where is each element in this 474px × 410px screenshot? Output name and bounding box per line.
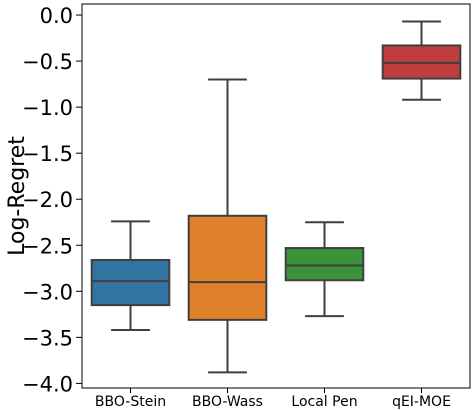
- y-tick-label: −3.0: [22, 280, 73, 304]
- boxes: [90, 20, 462, 374]
- y-tick-label: −4.0: [22, 372, 73, 396]
- iqr-box: [284, 247, 365, 282]
- box-local-pen: [284, 221, 365, 318]
- x-tick-label: Local Pen: [291, 394, 357, 410]
- y-tick-label: −1.5: [22, 142, 73, 166]
- iqr-box: [90, 259, 171, 307]
- x-tick-label: qEI-MOE: [392, 394, 451, 410]
- x-tick-label: BBO-Wass: [192, 394, 263, 410]
- plot-area: [81, 3, 471, 389]
- y-axis-label: Log-Regret: [5, 136, 30, 256]
- y-tick-label: −2.0: [22, 188, 73, 212]
- y-tick-label: 0.0: [40, 4, 73, 28]
- y-tick-label: −1.0: [22, 96, 73, 120]
- y-tick-label: −0.5: [22, 50, 73, 74]
- y-tick-label: −2.5: [22, 234, 73, 258]
- box-bbo-stein: [90, 220, 171, 331]
- x-axis: BBO-Stein BBO-Wass Local Pen qEI-MOE: [95, 388, 451, 410]
- y-tick-label: −3.5: [22, 326, 73, 350]
- x-tick-label: BBO-Stein: [95, 394, 166, 410]
- box-qei-moe: [381, 20, 462, 101]
- box-bbo-wass: [187, 78, 268, 374]
- iqr-box: [187, 214, 268, 321]
- y-axis: 0.0 −0.5 −1.0 −1.5 −2.0 −2.5 −3.0 −3.5 −4.0: [22, 4, 82, 396]
